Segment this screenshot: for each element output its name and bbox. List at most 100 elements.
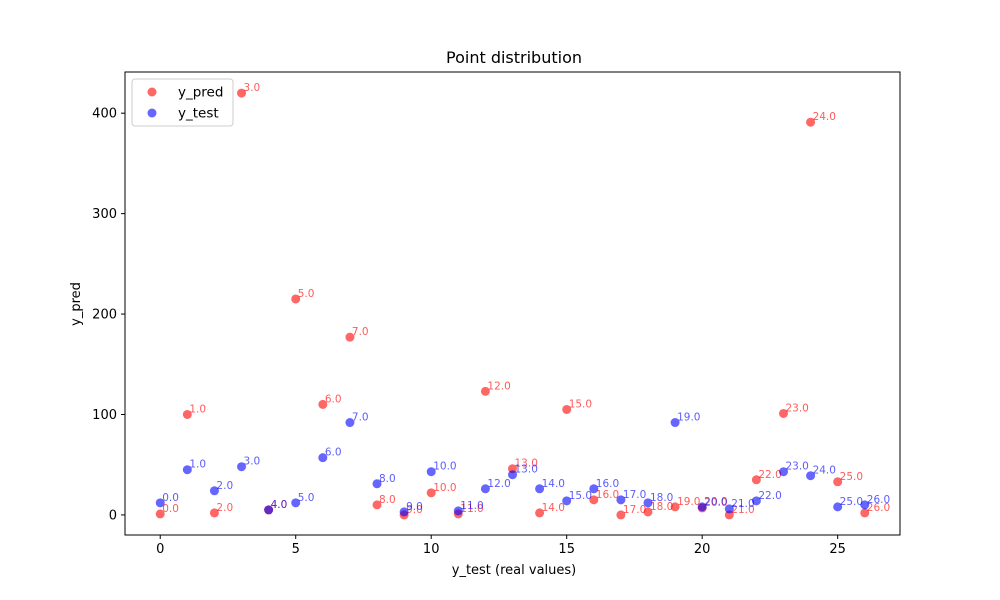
- data-label: 8.0: [379, 494, 396, 506]
- data-point: [508, 470, 517, 480]
- y-tick-label: 100: [92, 408, 117, 423]
- data-label: 23.0: [785, 402, 808, 414]
- data-point: [291, 498, 301, 508]
- data-point: [182, 465, 192, 475]
- plot-frame: [124, 71, 901, 536]
- data-label: 25.0: [840, 496, 863, 508]
- data-label: 1.0: [189, 403, 206, 415]
- data-point: [426, 467, 436, 477]
- data-label: 19.0: [677, 496, 700, 508]
- data-point: [643, 498, 653, 508]
- data-label: 15.0: [569, 490, 592, 502]
- data-point: [806, 471, 816, 481]
- data-label: 10.0: [433, 461, 456, 473]
- data-label: 24.0: [813, 111, 836, 123]
- data-point: [209, 486, 219, 496]
- data-point: [182, 409, 192, 419]
- data-point: [589, 495, 599, 505]
- data-label: 13.0: [515, 458, 538, 470]
- legend-marker: [147, 108, 157, 118]
- data-label: 5.0: [298, 288, 315, 300]
- data-label: 0.0: [162, 503, 179, 515]
- data-label: 23.0: [785, 461, 808, 473]
- legend: y_pred y_test: [131, 78, 234, 127]
- data-label: 4.0: [271, 499, 288, 511]
- x-tick-label: 5: [292, 542, 300, 557]
- x-axis-label: y_test (real values): [452, 563, 576, 578]
- plot-area: 0.0 1.0 2.0 3.0 4.0 5.0 6.0 7.0 8.0 9.0 10.0 11.0 12…: [155, 82, 890, 520]
- data-point: [318, 453, 328, 463]
- chart-title: Point distribution: [446, 48, 582, 67]
- data-label: 12.0: [487, 478, 510, 490]
- data-label: 6.0: [325, 393, 342, 405]
- y-tick-label: 0: [109, 508, 117, 523]
- x-tick-label: 10: [423, 542, 440, 557]
- data-label: 6.0: [325, 447, 342, 459]
- data-label: 24.0: [813, 465, 836, 477]
- data-point: [724, 504, 734, 514]
- data-label: 12.0: [487, 380, 510, 392]
- series-y-test: 0.0 1.0 2.0 3.0 4.0 5.0 6.0 7.0 8.0 9.0 10.0 11.0 12…: [155, 412, 890, 517]
- data-point: [751, 496, 761, 506]
- y-tick-label: 200: [92, 308, 117, 323]
- data-point: [453, 506, 463, 516]
- data-point: [237, 462, 247, 472]
- data-point: [209, 508, 219, 518]
- data-point: [562, 404, 572, 414]
- data-point: [860, 508, 870, 518]
- data-label: 25.0: [840, 471, 863, 483]
- data-point: [670, 502, 680, 512]
- data-point: [480, 386, 490, 396]
- data-point: [345, 418, 355, 428]
- data-point: [291, 294, 301, 304]
- x-tick-label: 0: [156, 542, 164, 557]
- data-label: 3.0: [244, 82, 261, 94]
- data-label: 19.0: [677, 412, 700, 424]
- y-axis-label: y_pred: [69, 282, 84, 326]
- data-label: 22.0: [758, 469, 781, 481]
- data-point: [155, 498, 165, 508]
- data-label: 3.0: [244, 456, 261, 468]
- legend-label: y_pred: [178, 85, 223, 101]
- data-point: [670, 418, 680, 428]
- data-point: [237, 88, 247, 98]
- x-tick-label: 20: [694, 542, 711, 557]
- data-point: [480, 484, 490, 494]
- data-label: 26.0: [867, 494, 890, 506]
- data-label: 11.0: [460, 500, 483, 512]
- data-point: [264, 505, 274, 515]
- data-label: 20.0: [704, 497, 727, 509]
- data-label: 1.0: [189, 459, 206, 471]
- data-point: [318, 399, 328, 409]
- data-point: [833, 477, 843, 487]
- data-label: 2.0: [216, 502, 233, 514]
- data-label: 16.0: [596, 478, 619, 490]
- data-point: [778, 467, 788, 477]
- data-point: [426, 488, 436, 498]
- data-label: 21.0: [731, 504, 754, 516]
- data-label: 8.0: [379, 473, 396, 485]
- data-label: 18.0: [650, 492, 673, 504]
- data-label: 5.0: [298, 492, 315, 504]
- y-tick-label: 300: [92, 207, 117, 222]
- data-label: 26.0: [867, 502, 890, 514]
- data-label: 22.0: [758, 490, 781, 502]
- data-point: [372, 500, 382, 510]
- y-tick-label: 400: [92, 107, 117, 122]
- data-point: [535, 508, 545, 518]
- data-point: [372, 479, 382, 489]
- data-point: [589, 484, 599, 494]
- data-label: 18.0: [650, 501, 673, 513]
- data-point: [751, 475, 761, 485]
- legend-marker: [147, 87, 157, 97]
- data-point: [345, 332, 355, 342]
- data-point: [155, 509, 165, 519]
- data-point: [535, 484, 545, 494]
- data-point: [616, 510, 626, 520]
- data-label: 7.0: [352, 412, 369, 424]
- data-label: 17.0: [623, 489, 646, 501]
- data-point: [616, 495, 626, 505]
- data-label: 14.0: [542, 502, 565, 514]
- data-label: 16.0: [596, 489, 619, 501]
